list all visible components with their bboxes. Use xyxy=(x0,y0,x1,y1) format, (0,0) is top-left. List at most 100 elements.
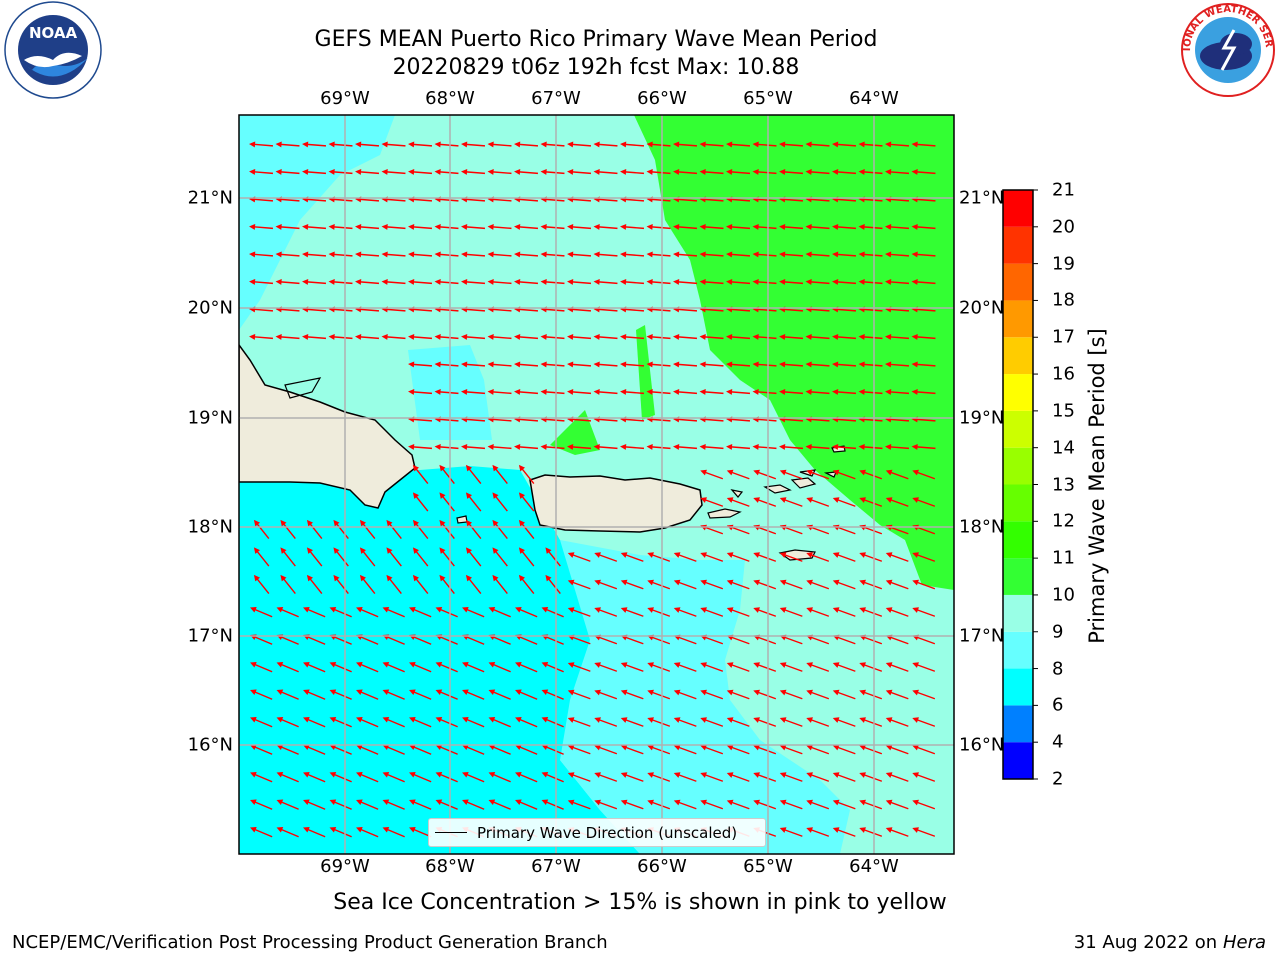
wave-arrow xyxy=(673,579,697,590)
map-legend: Primary Wave Direction (unscaled) xyxy=(428,818,766,847)
wave-arrow xyxy=(620,799,644,810)
wave-arrow xyxy=(699,251,724,258)
wave-arrow xyxy=(567,223,592,230)
wave-arrow xyxy=(885,607,909,617)
wave-arrow xyxy=(409,744,432,755)
wave-arrow xyxy=(434,141,459,148)
wave-arrow xyxy=(434,278,459,285)
wave-arrow xyxy=(333,519,349,540)
wave-arrow xyxy=(779,552,803,562)
colorbar-tick-label: 13 xyxy=(1052,474,1075,495)
wave-arrow xyxy=(620,223,645,230)
wave-arrow xyxy=(912,717,936,727)
wave-arrow xyxy=(673,361,698,368)
wave-arrow xyxy=(885,799,909,810)
wave-arrow xyxy=(540,251,565,258)
wave-arrow xyxy=(594,689,618,700)
wave-arrow xyxy=(356,744,379,755)
wave-arrow xyxy=(832,443,857,450)
wave-arrow xyxy=(382,827,405,838)
wave-arrow xyxy=(699,278,724,285)
wave-arrow xyxy=(832,168,857,175)
wave-arrow xyxy=(593,443,618,450)
wave-arrow xyxy=(382,772,405,783)
wave-arrow xyxy=(646,251,671,258)
wave-arrow xyxy=(620,717,644,727)
contour-fill xyxy=(239,115,954,854)
wave-arrow xyxy=(911,168,936,175)
wave-arrow xyxy=(700,799,724,810)
wave-arrow xyxy=(700,579,724,590)
wave-arrow xyxy=(514,141,539,148)
wave-arrow xyxy=(699,223,724,230)
wave-arrow xyxy=(726,333,751,340)
wave-arrow xyxy=(646,141,671,148)
wave-arrow xyxy=(726,689,750,700)
wave-arrow xyxy=(567,607,591,617)
wave-arrow xyxy=(408,333,433,340)
lon-tick-bottom: 65°W xyxy=(743,856,793,877)
wave-arrow xyxy=(488,772,511,783)
lat-tick-left: 16°N xyxy=(187,734,233,756)
wave-arrow xyxy=(726,772,750,782)
colorbar-tick-label: 14 xyxy=(1052,437,1075,459)
wave-arrow xyxy=(647,579,671,590)
sea-ice-note: Sea Ice Concentration > 15% is shown in … xyxy=(333,890,947,915)
wave-arrow xyxy=(567,799,591,810)
wave-arrow xyxy=(620,744,644,755)
wave-arrow xyxy=(912,497,936,507)
wave-arrow xyxy=(753,772,777,782)
wave-arrow xyxy=(647,607,671,617)
wave-arrow xyxy=(832,717,856,727)
wave-arrow xyxy=(303,799,326,810)
wave-arrow xyxy=(593,278,618,285)
colorbar-tick-label: 15 xyxy=(1052,400,1075,422)
wave-arrow xyxy=(620,168,645,175)
wave-arrow xyxy=(753,579,777,590)
wave-arrow xyxy=(647,689,671,700)
wave-arrow xyxy=(620,552,644,562)
wave-arrow xyxy=(488,607,511,618)
wave-arrow xyxy=(726,251,751,258)
wave-arrow xyxy=(647,799,671,810)
wave-arrow xyxy=(303,744,326,755)
hispaniola-coast-north xyxy=(284,377,322,399)
wave-arrow xyxy=(752,278,777,285)
lat-tick-right: 18°N xyxy=(959,516,1005,538)
wave-arrow xyxy=(409,717,432,728)
colorbar-tick-label: 8 xyxy=(1052,658,1064,680)
colorbar-tick-label: 20 xyxy=(1052,216,1075,238)
wave-arrow xyxy=(673,168,698,175)
lon-tick-bottom: 69°W xyxy=(320,856,370,877)
wave-arrow xyxy=(492,519,508,540)
wave-arrow xyxy=(752,361,777,368)
colorbar-tick-label: 10 xyxy=(1052,584,1075,606)
colorbar-segment xyxy=(1003,668,1033,706)
wave-arrow xyxy=(806,662,830,672)
lon-tick-top: 68°W xyxy=(425,88,475,109)
wave-arrow xyxy=(912,469,936,480)
wave-arrow xyxy=(567,689,591,700)
wave-arrow xyxy=(250,607,273,618)
wave-arrow xyxy=(673,799,697,810)
wave-arrow xyxy=(912,744,936,755)
wave-arrow xyxy=(832,497,856,507)
wave-arrow xyxy=(912,827,936,837)
wave-arrow xyxy=(805,443,830,450)
wave-arrow xyxy=(832,827,856,837)
wave-arrow xyxy=(700,607,724,617)
wave-arrow xyxy=(303,662,326,673)
wave-arrow xyxy=(409,772,432,783)
colorbar-tick-label: 19 xyxy=(1052,253,1075,275)
wave-arrow xyxy=(779,469,803,480)
wave-arrow xyxy=(435,607,458,618)
period-8-9-region-west xyxy=(239,115,395,330)
wave-arrow xyxy=(303,689,326,700)
wave-arrow xyxy=(912,662,936,672)
wave-arrow xyxy=(858,168,883,175)
wave-arrow xyxy=(465,519,482,540)
wave-arrow xyxy=(832,607,856,617)
wave-arrow xyxy=(753,607,777,617)
wave-arrow xyxy=(275,251,300,258)
